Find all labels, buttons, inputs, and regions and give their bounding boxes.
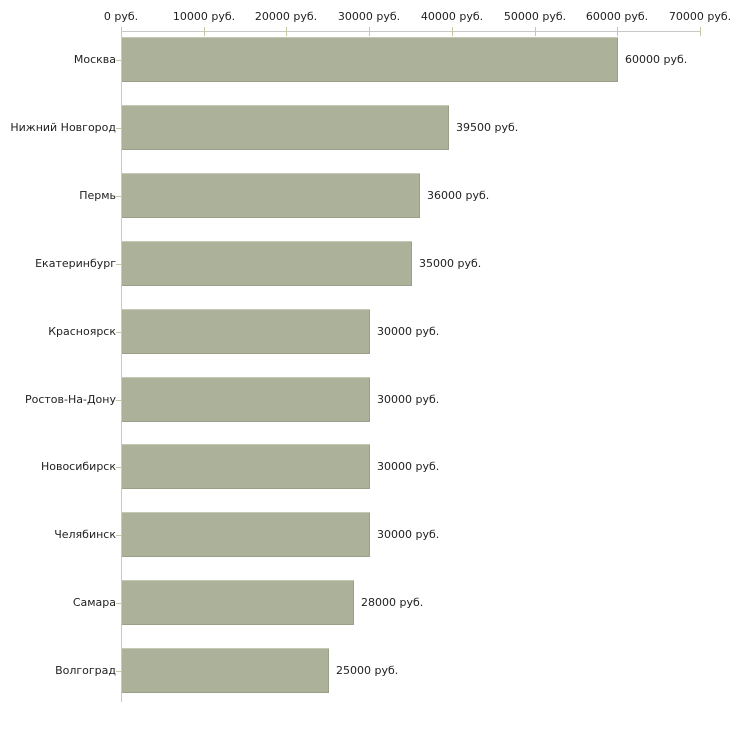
bar (122, 173, 420, 218)
y-axis-tick-mark (116, 467, 122, 468)
category-label: Челябинск (54, 528, 116, 541)
y-axis-tick-mark (116, 60, 122, 61)
bar (122, 105, 449, 150)
x-axis-tick-label: 20000 руб. (254, 10, 318, 23)
value-label: 35000 руб. (419, 257, 482, 270)
value-label: 30000 руб. (377, 325, 440, 338)
category-label: Ростов-На-Дону (24, 393, 116, 406)
y-axis-tick-mark (116, 535, 122, 536)
category-label: Новосибирск (40, 460, 116, 473)
category-label: Пермь (79, 189, 116, 202)
x-axis-tick-mark (204, 27, 205, 36)
x-axis-tick-mark (535, 27, 536, 36)
x-axis-tick-label: 0 руб. (103, 10, 139, 23)
bar (122, 512, 370, 557)
y-axis-line (121, 31, 122, 702)
x-axis-tick-label: 50000 руб. (503, 10, 567, 23)
bar (122, 444, 370, 489)
value-label: 30000 руб. (377, 528, 440, 541)
value-label: 30000 руб. (377, 393, 440, 406)
value-label: 30000 руб. (377, 460, 440, 473)
y-axis-tick-mark (116, 671, 122, 672)
x-axis-tick-mark (700, 27, 701, 36)
bar (122, 309, 370, 354)
value-label: 28000 руб. (361, 596, 424, 609)
x-axis-tick-label: 60000 руб. (585, 10, 649, 23)
bar (122, 241, 412, 286)
bar (122, 580, 354, 625)
y-axis-tick-mark (116, 603, 122, 604)
x-axis-tick-label: 30000 руб. (337, 10, 401, 23)
category-label: Москва (73, 53, 116, 66)
bar (122, 37, 618, 82)
x-axis-line (121, 31, 700, 32)
bar (122, 648, 329, 693)
category-label: Красноярск (48, 325, 116, 338)
value-label: 60000 руб. (625, 53, 688, 66)
category-label: Екатеринбург (35, 257, 116, 270)
x-axis-tick-label: 70000 руб. (668, 10, 730, 23)
x-axis-tick-mark (452, 27, 453, 36)
y-axis-tick-mark (116, 400, 122, 401)
bar (122, 377, 370, 422)
category-label: Волгоград (55, 664, 116, 677)
x-axis-tick-mark (286, 27, 287, 36)
value-label: 36000 руб. (427, 189, 490, 202)
y-axis-tick-mark (116, 128, 122, 129)
x-axis-tick-mark (617, 27, 618, 36)
x-axis-tick-mark (369, 27, 370, 36)
value-label: 25000 руб. (336, 664, 399, 677)
x-axis-tick-label: 10000 руб. (172, 10, 236, 23)
y-axis-tick-mark (116, 264, 122, 265)
x-axis-tick-mark (121, 27, 122, 36)
category-label: Нижний Новгород (10, 121, 116, 134)
y-axis-tick-mark (116, 196, 122, 197)
y-axis-tick-mark (116, 332, 122, 333)
value-label: 39500 руб. (456, 121, 519, 134)
x-axis-tick-label: 40000 руб. (420, 10, 484, 23)
category-label: Самара (72, 596, 116, 609)
